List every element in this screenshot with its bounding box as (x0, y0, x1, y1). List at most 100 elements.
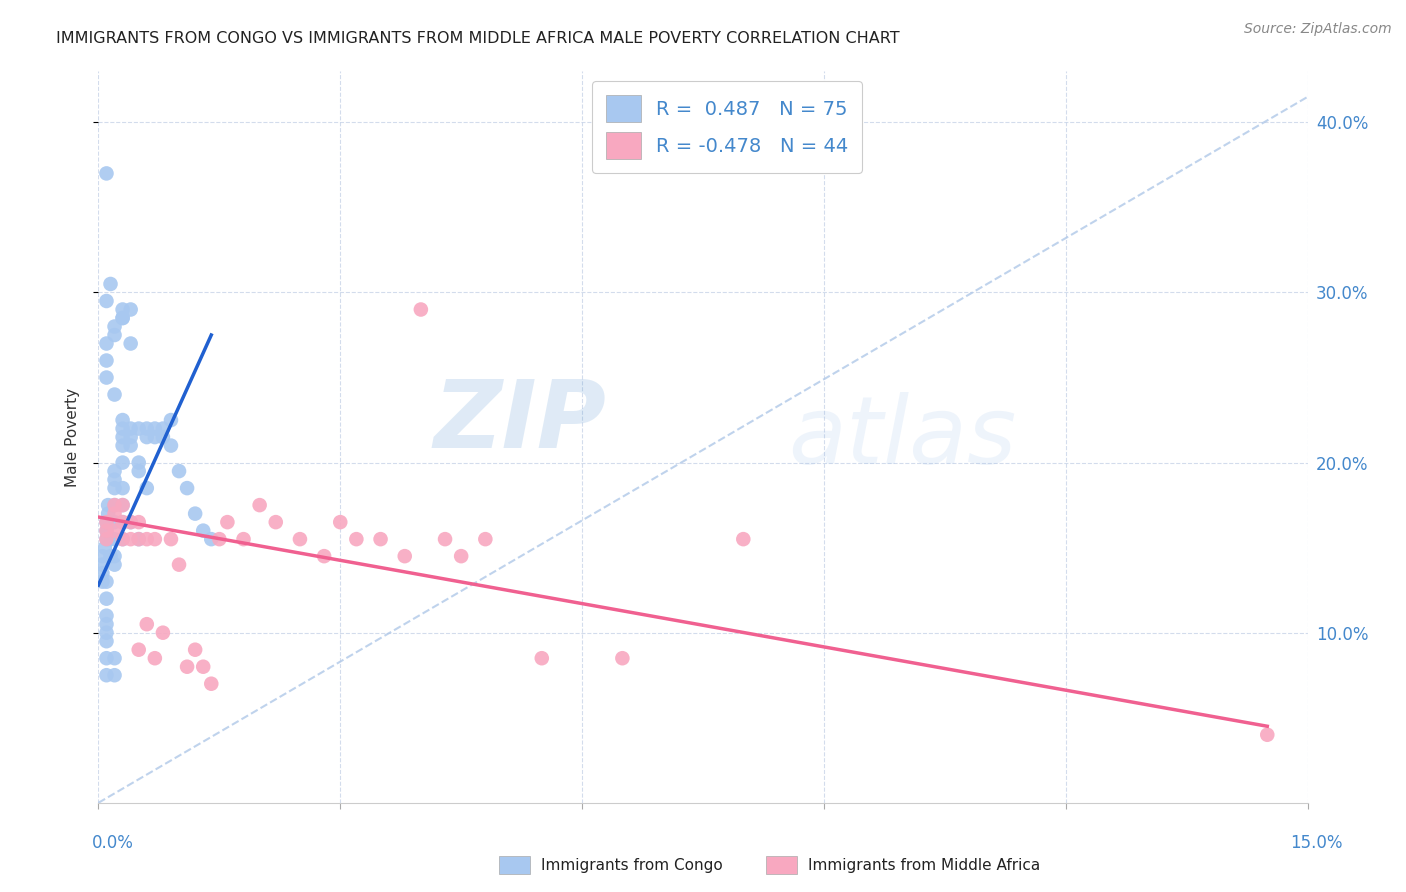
Point (96, 608, 118, 623)
Point (96, 353, 118, 368)
Point (103, 473, 125, 487)
Point (143, 421, 166, 435)
Point (111, 456, 134, 470)
Point (111, 421, 134, 435)
Point (96, 293, 118, 308)
Point (152, 430, 174, 444)
Point (193, 524, 215, 538)
Point (128, 515, 150, 529)
Point (208, 532, 231, 546)
Point (91, 549, 114, 563)
Text: Immigrants from Middle Africa: Immigrants from Middle Africa (808, 858, 1040, 872)
Point (450, 549, 472, 563)
Point (143, 532, 166, 546)
Point (97, 498, 120, 512)
Point (111, 532, 134, 546)
Point (128, 642, 150, 657)
Point (100, 277, 122, 291)
Point (264, 515, 287, 529)
Point (96, 634, 118, 648)
Point (167, 464, 190, 478)
Point (103, 481, 125, 495)
Point (96, 651, 118, 665)
Point (128, 456, 150, 470)
Legend: R =  0.487   N = 75, R = -0.478   N = 44: R = 0.487 N = 75, R = -0.478 N = 44 (592, 81, 862, 173)
Point (96, 617, 118, 632)
Point (152, 625, 174, 640)
Point (135, 532, 157, 546)
Point (120, 515, 142, 529)
Point (143, 651, 166, 665)
Point (120, 302, 142, 317)
Point (96, 166, 118, 180)
Bar (499, 856, 530, 874)
Point (111, 498, 134, 512)
Point (120, 439, 142, 453)
Text: 0.0%: 0.0% (91, 834, 134, 852)
Point (128, 464, 150, 478)
Point (1256, 728, 1278, 742)
Point (184, 507, 207, 521)
Point (103, 668, 125, 682)
Point (111, 498, 134, 512)
Point (167, 558, 190, 572)
Point (96, 625, 118, 640)
Point (530, 651, 553, 665)
Point (193, 659, 215, 673)
Y-axis label: Male Poverty: Male Poverty (65, 387, 80, 487)
Point (103, 549, 125, 563)
Text: ZIP: ZIP (433, 376, 606, 468)
Point (143, 430, 166, 444)
Point (176, 659, 198, 673)
Point (91, 558, 114, 572)
Point (288, 532, 311, 546)
Point (94, 541, 117, 555)
Point (160, 439, 183, 453)
Point (96, 524, 118, 538)
Point (103, 515, 125, 529)
Point (152, 421, 174, 435)
Point (111, 413, 134, 427)
Point (135, 481, 157, 495)
Point (249, 498, 271, 512)
Point (111, 532, 134, 546)
Point (111, 311, 134, 326)
Point (96, 574, 118, 589)
Text: Source: ZipAtlas.com: Source: ZipAtlas.com (1244, 22, 1392, 37)
Point (96, 532, 118, 546)
Point (97, 507, 120, 521)
Point (103, 387, 125, 401)
Point (103, 507, 125, 521)
Point (103, 464, 125, 478)
Point (111, 311, 134, 326)
Point (96, 532, 118, 546)
Point (612, 651, 634, 665)
Point (96, 336, 118, 351)
Point (200, 677, 222, 691)
Point (103, 651, 125, 665)
Point (329, 515, 352, 529)
Point (733, 532, 755, 546)
Text: IMMIGRANTS FROM CONGO VS IMMIGRANTS FROM MIDDLE AFRICA MALE POVERTY CORRELATION : IMMIGRANTS FROM CONGO VS IMMIGRANTS FROM… (56, 31, 900, 46)
Point (232, 532, 254, 546)
Point (103, 558, 125, 572)
Point (434, 532, 457, 546)
Text: 15.0%: 15.0% (1291, 834, 1343, 852)
Point (111, 515, 134, 529)
Point (314, 549, 336, 563)
Point (103, 498, 125, 512)
Point (103, 328, 125, 343)
Point (111, 302, 134, 317)
Point (111, 515, 134, 529)
Point (160, 413, 183, 427)
Point (96, 515, 118, 529)
Point (160, 532, 183, 546)
Point (96, 515, 118, 529)
Point (135, 430, 157, 444)
Point (128, 532, 150, 546)
Point (128, 532, 150, 546)
Point (96, 591, 118, 606)
Text: atlas: atlas (787, 392, 1017, 483)
Point (103, 498, 125, 512)
Text: Immigrants from Congo: Immigrants from Congo (541, 858, 723, 872)
